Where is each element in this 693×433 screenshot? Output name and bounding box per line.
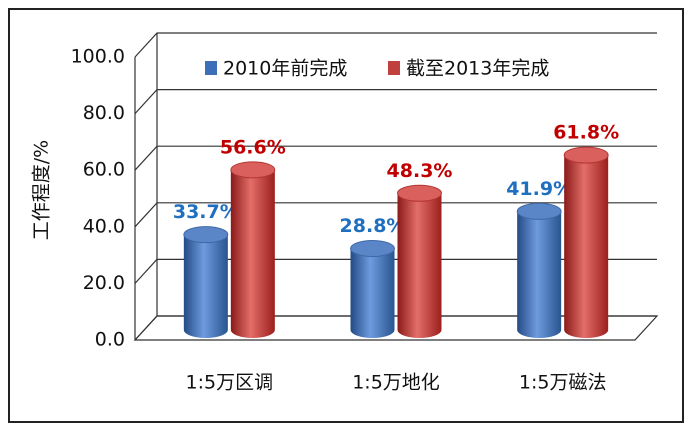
- y-tick-label: 80.0: [83, 102, 125, 124]
- bar-top: [230, 161, 276, 179]
- bar-top: [350, 239, 395, 257]
- value-label: 33.7%: [173, 201, 239, 223]
- grid-line: [134, 202, 657, 228]
- grid-line: [134, 88, 657, 115]
- x-tick-label: 1:5万磁法: [519, 372, 607, 394]
- x-tick-label: 1:5万区调: [186, 372, 274, 394]
- legend-label: 2010年前完成: [223, 58, 347, 80]
- bar: [397, 193, 442, 338]
- value-label: 48.3%: [387, 160, 453, 182]
- bar-top: [563, 146, 609, 164]
- value-label: 56.6%: [220, 136, 286, 158]
- bar: [350, 248, 395, 338]
- value-label: 28.8%: [340, 215, 406, 237]
- bar-top: [516, 202, 562, 220]
- legend-swatch: [205, 61, 217, 75]
- bar: [183, 234, 228, 338]
- legend-label: 截至2013年完成: [406, 58, 549, 80]
- y-tick-label: 20.0: [83, 272, 125, 294]
- bar: [517, 211, 562, 338]
- value-label: 41.9%: [506, 178, 572, 200]
- x-tick-label: 1:5万地化: [352, 372, 440, 394]
- bar-top: [183, 226, 229, 244]
- bar: [230, 169, 275, 338]
- y-axis-label: 工作程度/%: [31, 140, 53, 240]
- bar-top: [397, 184, 442, 202]
- y-tick-label: 100.0: [71, 46, 125, 68]
- y-tick-label: 0.0: [95, 329, 125, 351]
- bar: [564, 155, 609, 338]
- value-label: 61.8%: [553, 122, 619, 144]
- grid-line: [134, 315, 657, 341]
- y-tick-label: 40.0: [83, 215, 125, 237]
- legend-swatch: [388, 61, 400, 75]
- y-tick-label: 60.0: [83, 159, 125, 181]
- grid-line: [134, 258, 657, 284]
- grid-line: [134, 32, 657, 58]
- grid-line: [134, 145, 657, 171]
